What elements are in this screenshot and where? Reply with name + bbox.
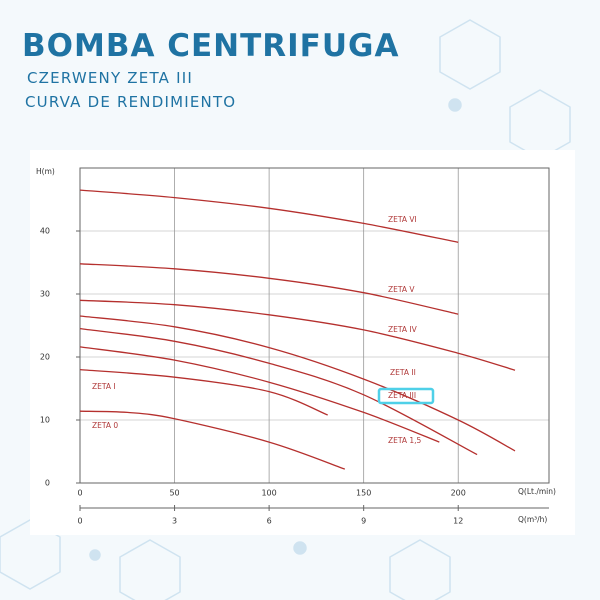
- series-line: [79, 410, 346, 470]
- background-decoration: [0, 19, 571, 600]
- series-line: [79, 263, 459, 315]
- highlight-box: [377, 387, 435, 405]
- x2-tick-label: 12: [453, 517, 463, 526]
- y-tick-label: 30: [40, 290, 50, 299]
- series-line: [79, 327, 478, 456]
- y-tick-label: 20: [40, 353, 50, 362]
- x-tick-label: 200: [451, 489, 466, 498]
- series-line: [79, 368, 328, 416]
- plot-frame: [79, 167, 550, 484]
- x2-tick-label: 6: [267, 517, 272, 526]
- x2-axis-label: Q(m³/h): [518, 515, 547, 524]
- series-label: ZETA III: [388, 391, 416, 400]
- y-tick-label: 40: [40, 227, 50, 236]
- chart-subtitle: CURVA DE RENDIMIENTO: [25, 93, 236, 111]
- chart-subtitle: CZERWENY ZETA III: [27, 69, 193, 87]
- x2-tick-label: 9: [361, 517, 366, 526]
- series-label: ZETA 1,5: [388, 436, 422, 445]
- series-label: ZETA 0: [92, 421, 118, 430]
- series-label: ZETA IV: [388, 325, 418, 334]
- series-label: ZETA VI: [388, 215, 417, 224]
- chart-title: BOMBA CENTRIFUGA: [22, 28, 399, 64]
- x-tick-label: 100: [261, 489, 276, 498]
- y-tick-label: 0: [45, 479, 50, 488]
- x-tick-label: 50: [169, 489, 179, 498]
- y-axis-label: H(m): [36, 167, 55, 176]
- y-tick-label: 10: [40, 416, 50, 425]
- series-line: [79, 315, 516, 452]
- x-tick-label: 0: [77, 489, 82, 498]
- series-label: ZETA V: [388, 285, 415, 294]
- series-line: [79, 346, 440, 443]
- series-label: ZETA II: [390, 368, 416, 377]
- series-label: ZETA I: [92, 382, 116, 391]
- x-axis-label: Q(Lt./min): [518, 487, 556, 496]
- series-line: [79, 299, 516, 371]
- x2-tick-label: 0: [77, 517, 82, 526]
- x2-tick-label: 3: [172, 517, 177, 526]
- x-tick-label: 150: [356, 489, 371, 498]
- chart-panel: [30, 150, 575, 535]
- series-line: [79, 189, 459, 243]
